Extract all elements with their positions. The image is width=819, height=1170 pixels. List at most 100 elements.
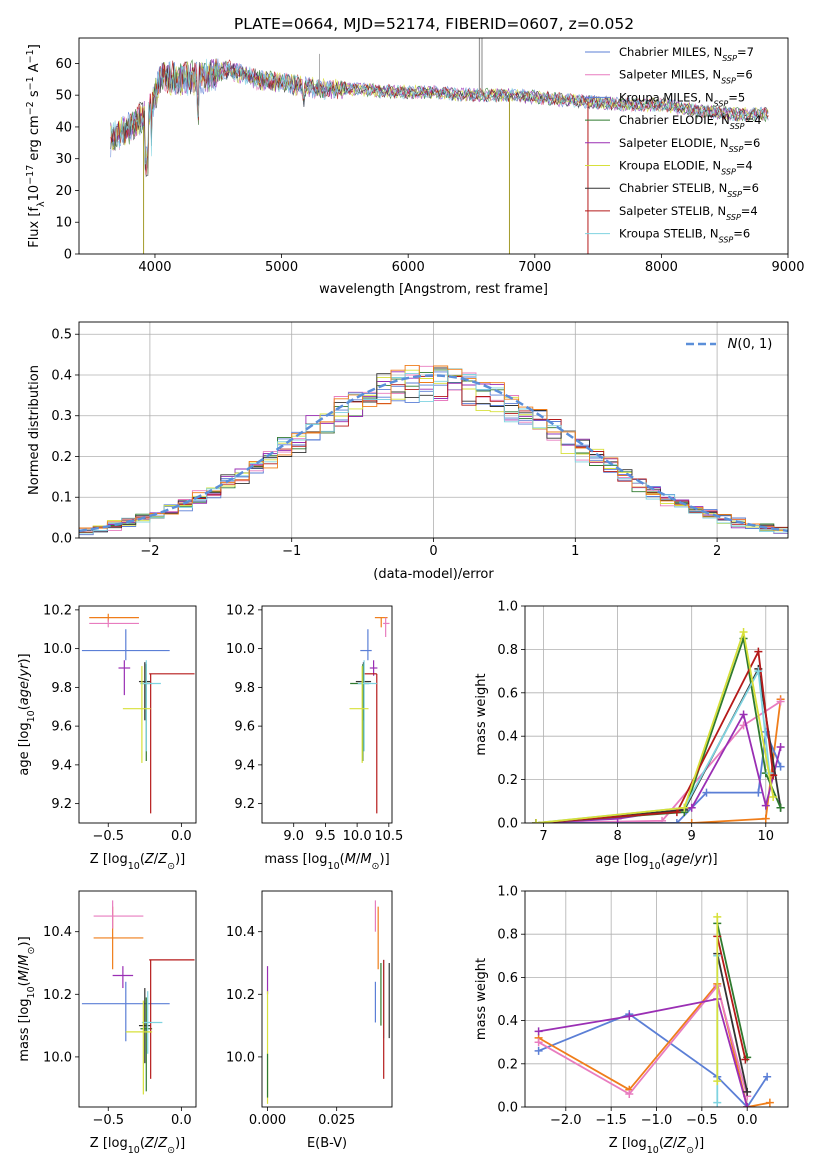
legend-tail: =5 <box>728 90 745 104</box>
weight-marker <box>713 1098 722 1107</box>
y-axis-label: mass [log10(M/M⊙)] <box>17 936 37 1061</box>
y-tick-label: 0.6 <box>497 971 518 986</box>
weight-line <box>716 936 747 1060</box>
weight-marker <box>658 816 667 823</box>
y-tick-label: 9.8 <box>234 681 255 696</box>
error-bars <box>349 617 390 814</box>
legend-tail: =4 <box>736 159 753 173</box>
mass-vs-extinction-panel: 0.000 0.025 10.0 10.2 10.4 E(B-V) <box>226 890 393 1151</box>
data-point <box>360 629 372 661</box>
label-part: erg cm <box>27 115 42 164</box>
weight-series <box>532 628 778 823</box>
label-part: ⊙ <box>167 1145 175 1156</box>
data-point <box>350 664 370 761</box>
label-part: Z <box>157 1136 168 1151</box>
x-tick-label: 0.0 <box>737 1113 758 1128</box>
data-point <box>141 991 163 1054</box>
error-bars <box>81 613 195 814</box>
label-part: )] <box>380 852 390 867</box>
weight-marker <box>625 1090 634 1099</box>
weight-series <box>534 982 752 1101</box>
y-axis-label: mass weight <box>474 673 489 755</box>
label-part: 10 <box>328 861 340 872</box>
legend-sub: SSP <box>719 235 734 244</box>
label-part: / <box>17 965 32 970</box>
data-point <box>93 900 144 929</box>
weight-marker <box>776 697 785 706</box>
y-tick-label: 50 <box>55 89 72 104</box>
axes-frame <box>524 605 789 824</box>
label-part: mass [log <box>17 998 32 1061</box>
label-part: / <box>356 852 361 867</box>
y-tick-label: 10.4 <box>226 925 255 940</box>
label-part: age [log <box>17 722 32 775</box>
legend-text: Chabrier STELIB, N <box>619 181 727 195</box>
label-part: M <box>17 954 32 965</box>
y-tick-label: 0.1 <box>51 491 72 506</box>
x-axis-label: wavelength [Angstrom, rest frame] <box>319 282 548 297</box>
spectrum-lines <box>110 38 769 254</box>
weight-series <box>532 667 774 823</box>
data-point <box>89 619 139 628</box>
weight-marker <box>741 1055 750 1064</box>
label-part: / <box>690 852 695 867</box>
weight-line <box>536 648 775 823</box>
weight-marker <box>761 814 770 823</box>
label-part: / <box>154 852 159 867</box>
legend-sub: SSP <box>730 122 745 131</box>
label-part: )] <box>17 936 32 946</box>
legend-sub: SSP <box>722 54 737 63</box>
y-tick-label: 9.6 <box>234 720 255 735</box>
label-part: ⊙ <box>372 861 380 872</box>
y-tick-label: 10.2 <box>43 603 72 618</box>
legend-label: Chabrier MILES, NSSP=7 <box>619 45 754 63</box>
data-point <box>149 673 195 814</box>
label-part: ( <box>17 981 32 986</box>
weight-line <box>536 728 782 823</box>
label-part: λ <box>36 201 47 207</box>
weight-series <box>713 912 722 1086</box>
data-point <box>383 617 390 637</box>
x-tick-label: 0.0 <box>171 1113 192 1128</box>
label-part: M <box>17 970 32 981</box>
x-tick-label: 9 <box>688 829 696 844</box>
residuals-panel: −2 −1 0 1 2 0.0 0.1 0.2 0.3 0.4 0.5 N(0, 1) (data-mo… <box>27 321 789 582</box>
axes-frame <box>78 321 789 539</box>
y-tick-label: 10.0 <box>226 642 255 657</box>
weight-marker <box>761 801 770 810</box>
label-part: M <box>345 852 356 867</box>
weight-marker <box>687 819 696 823</box>
legend-sub: SSP <box>721 167 736 176</box>
label-part: yr <box>693 852 709 867</box>
weight-lines <box>534 912 774 1107</box>
spectrum-panel: 4000 5000 6000 7000 8000 9000 0 10 20 30 40 50 60 Cha… <box>25 37 805 297</box>
legend-sub: SSP <box>714 99 729 108</box>
y-tick-label: 1.0 <box>497 600 518 615</box>
x-tick-label: 9000 <box>771 260 804 275</box>
histograms <box>79 364 788 536</box>
y-tick-label: 0.2 <box>497 773 518 788</box>
y-tick-label: 20 <box>55 184 72 199</box>
x-axis-label: age [log10(age/yr)] <box>595 852 717 872</box>
y-axis-label: age [log10(age/yr)] <box>17 653 37 775</box>
x-tick-label: −1.0 <box>641 1113 673 1128</box>
weight-marker <box>769 792 778 801</box>
label-part: / <box>154 1136 159 1151</box>
x-tick-label: −1 <box>282 544 301 559</box>
y-tick-label: 0.3 <box>51 409 72 424</box>
label-part: Z [log <box>90 1136 128 1151</box>
y-tick-label: 60 <box>55 57 72 72</box>
axes-frame <box>261 890 393 1108</box>
legend-tail: =6 <box>743 136 760 150</box>
label-part: s <box>27 90 42 101</box>
x-tick-label: 0.000 <box>249 1113 286 1128</box>
label-part: ( <box>340 852 345 867</box>
y-tick-label: 10.0 <box>43 1050 72 1065</box>
histogram-series <box>79 364 788 531</box>
data-point <box>118 660 131 696</box>
weight-line <box>536 638 782 823</box>
legend-tail: =6 <box>733 227 750 241</box>
label-part: 10 <box>26 986 37 998</box>
data-point <box>357 660 377 752</box>
